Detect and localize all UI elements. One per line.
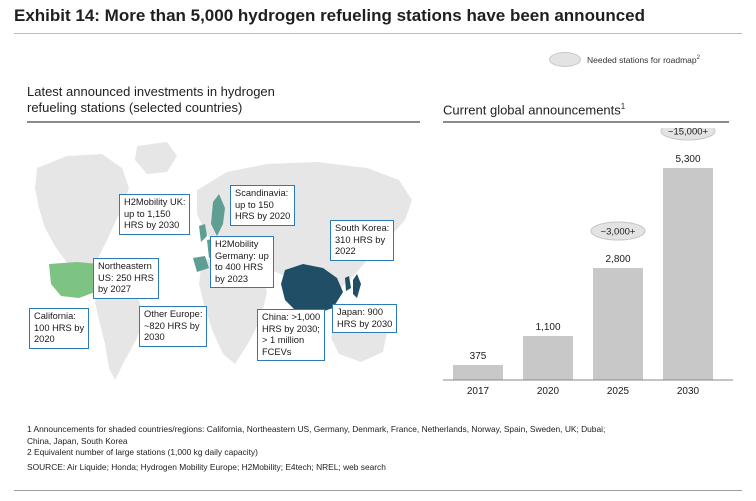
greenland-shape bbox=[135, 142, 177, 174]
source-note: SOURCE: Air Liquide; Honda; Hydrogen Mob… bbox=[27, 461, 386, 472]
callout-south-korea: South Korea: 310 HRS by 2022 bbox=[330, 220, 395, 261]
needed-stations-label-2025: ~3,000+ bbox=[601, 227, 636, 238]
bottom-divider bbox=[14, 490, 742, 491]
map-panel-title-line2: refueling stations (selected countries) bbox=[27, 100, 243, 115]
bar-2020 bbox=[523, 336, 573, 380]
callout-japan: Japan: 900 HRS by 2030 bbox=[332, 304, 398, 333]
callout-california: California: 100 HRS by 2020 bbox=[29, 308, 90, 349]
announcements-bar-chart: 375 2017 1,100 2020 2,800 2025 ~3,000+ 5,300 203… bbox=[443, 121, 733, 408]
bar-value-label-2017: 375 bbox=[470, 351, 487, 362]
california-highlight bbox=[49, 262, 101, 298]
footnotes: 1 Announcements for shaded countries/reg… bbox=[27, 424, 737, 473]
needed-stations-bubble-2025 bbox=[590, 221, 646, 241]
bar-2017 bbox=[453, 365, 503, 380]
south-america-shape bbox=[95, 286, 145, 380]
needed-stations-label-2030: ~15,000+ bbox=[668, 128, 709, 138]
callout-h2mobility-germany: H2Mobility Germany: up to 400 HRS by 202… bbox=[210, 236, 274, 288]
bar-chart-svg: 375 2017 1,100 2020 2,800 2025 ~3,000+ 5,300 203… bbox=[443, 121, 733, 397]
map-panel-divider bbox=[27, 121, 420, 123]
callout-h2mobility-uk: H2Mobility UK: up to 1,150 HRS by 2030 bbox=[119, 194, 191, 235]
callout-other-europe: Other Europe: ~820 HRS by 2030 bbox=[139, 306, 208, 347]
north-america-shape bbox=[35, 154, 129, 278]
page-title: Exhibit 14: More than 5,000 hydrogen ref… bbox=[14, 6, 646, 25]
korea-highlight bbox=[345, 276, 351, 291]
callout-china: China: >1,000 HRS by 2030; > 1 million F… bbox=[257, 309, 326, 361]
world-map: H2Mobility UK: up to 1,150 HRS by 2030 S… bbox=[27, 128, 420, 390]
bar-value-label-2025: 2,800 bbox=[605, 254, 630, 265]
map-panel-title-line1: Latest announced investments in hydrogen bbox=[27, 84, 275, 99]
footnote-2: 2 Equivalent number of large stations (1… bbox=[27, 447, 258, 457]
legend-label: Needed stations for roadmap2 bbox=[587, 54, 700, 65]
bar-value-label-2020: 1,100 bbox=[535, 322, 560, 333]
x-tick-label-2017: 2017 bbox=[467, 386, 490, 397]
china-highlight bbox=[281, 264, 343, 314]
uk-highlight bbox=[199, 224, 207, 242]
callout-northeastern-us: Northeastern US: 250 HRS by 2027 bbox=[93, 258, 159, 299]
chart-panel-title: Current global announcements1 bbox=[443, 102, 626, 118]
iberia-highlight bbox=[193, 256, 209, 272]
bar-2030 bbox=[663, 168, 713, 380]
title-divider bbox=[14, 33, 742, 34]
japan-highlight bbox=[353, 274, 361, 298]
callout-scandinavia: Scandinavia: up to 150 HRS by 2020 bbox=[230, 185, 296, 226]
x-tick-label-2020: 2020 bbox=[537, 386, 560, 397]
legend: Needed stations for roadmap2 bbox=[549, 52, 700, 67]
footnote-1: 1 Announcements for shaded countries/reg… bbox=[27, 424, 606, 434]
x-tick-label-2030: 2030 bbox=[677, 386, 700, 397]
map-panel-title: Latest announced investments in hydrogen… bbox=[27, 84, 357, 116]
legend-swatch bbox=[549, 52, 581, 67]
scandinavia-highlight bbox=[211, 194, 225, 236]
x-tick-label-2025: 2025 bbox=[607, 386, 630, 397]
bar-2025 bbox=[593, 268, 643, 380]
bar-value-label-2030: 5,300 bbox=[675, 154, 700, 165]
chart-panel-divider bbox=[443, 121, 729, 123]
footnote-1-continued: China, Japan, South Korea bbox=[27, 435, 128, 446]
